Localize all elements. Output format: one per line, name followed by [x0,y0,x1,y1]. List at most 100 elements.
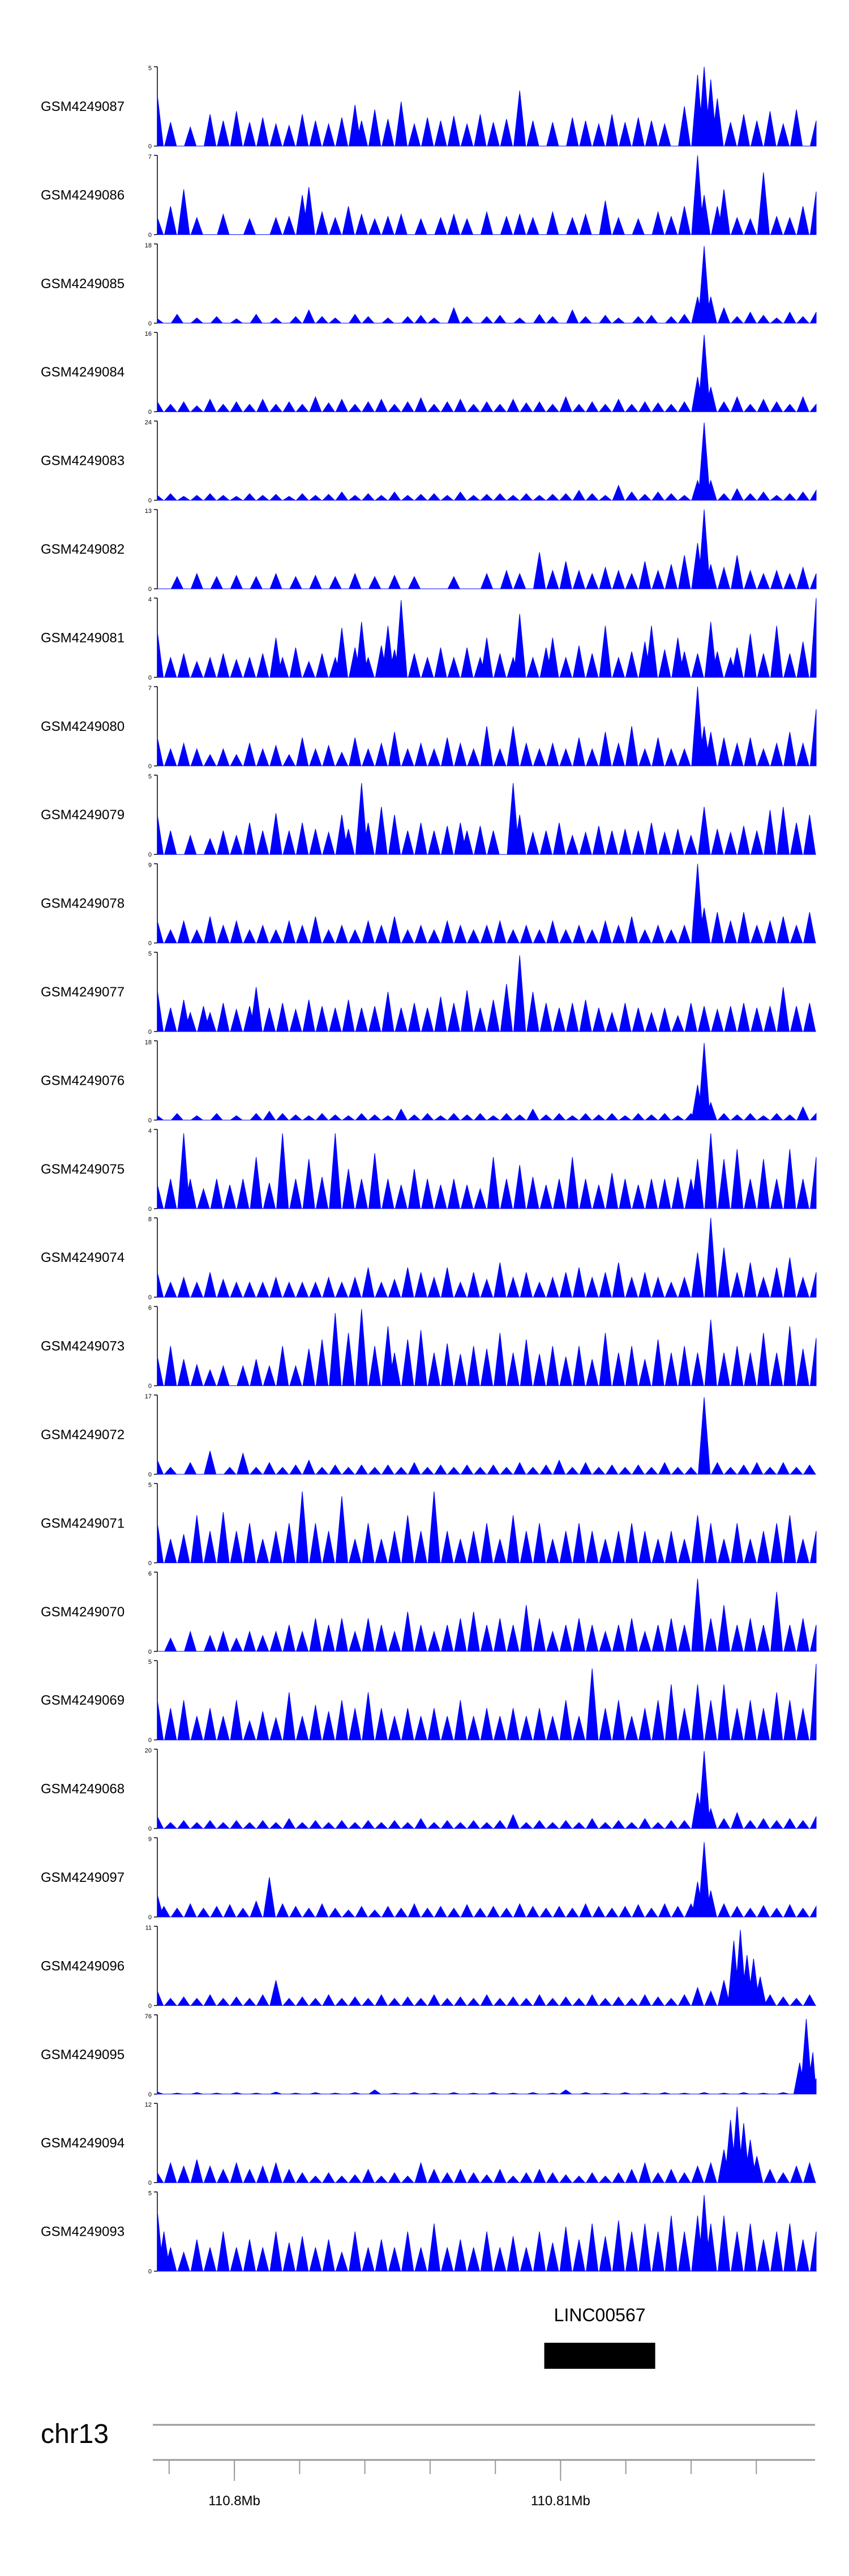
y-min-label: 0 [148,320,152,327]
signal-area [157,1397,816,1475]
signal-area [157,598,817,678]
signal-area [157,1043,817,1120]
signal-area [157,1133,817,1209]
y-max-label: 17 [145,1393,152,1400]
signal-area [157,2019,817,2095]
track: GSM4249087 5 0 [41,65,817,150]
tick-label: 110.81Mb [531,2493,590,2509]
track-label: GSM4249072 [41,1427,125,1443]
y-min-label: 0 [148,1914,152,1921]
track-label: GSM4249073 [41,1339,125,1354]
track: GSM4249074 8 0 [41,1216,817,1301]
track: GSM4249082 13 0 [41,508,817,593]
y-min-label: 0 [148,2180,152,2186]
y-min-label: 0 [148,1294,152,1301]
genome-axis: chr13 110.8Mb 110.81Mb [41,2419,815,2509]
track: GSM4249079 5 0 [41,773,816,858]
track: GSM4249085 18 0 [41,242,817,327]
track-label: GSM4249087 [41,99,125,114]
signal-area [157,2106,816,2183]
track-label: GSM4249068 [41,1782,125,1797]
signal-area [157,422,817,501]
track-label: GSM4249097 [41,1870,125,1885]
signal-area [157,335,817,412]
track-label: GSM4249074 [41,1250,125,1265]
track-label: GSM4249085 [41,276,125,292]
y-max-label: 5 [148,951,152,957]
signal-tracks: GSM424908750GSM424908670GSM4249085180GSM… [41,65,817,2275]
signal-area [157,155,817,235]
track-label: GSM4249081 [41,630,125,645]
signal-area [157,1842,817,1918]
signal-area [157,783,816,855]
y-max-label: 5 [148,2190,152,2197]
track-label: GSM4249075 [41,1162,125,1177]
track: GSM4249097 9 0 [41,1836,817,1921]
track: GSM4249094 12 0 [41,2102,816,2186]
track: GSM4249070 6 0 [41,1571,817,1655]
track: GSM4249093 5 0 [41,2190,817,2275]
y-max-label: 5 [148,773,152,780]
y-max-label: 24 [145,420,152,426]
y-min-label: 0 [148,1029,152,1035]
track-label: GSM4249077 [41,985,125,1000]
y-max-label: 9 [148,862,152,869]
signal-area [157,1218,817,1298]
track: GSM4249069 5 0 [41,1659,817,1744]
y-min-label: 0 [148,851,152,858]
chromosome-label: chr13 [41,2419,109,2449]
y-min-label: 0 [148,1206,152,1213]
y-max-label: 18 [145,1039,152,1046]
gene-label: LINC00567 [554,2305,646,2325]
y-max-label: 5 [148,65,152,72]
signal-area [157,1309,817,1387]
y-max-label: 5 [148,1659,152,1666]
y-min-label: 0 [148,1649,152,1655]
track-label: GSM4249070 [41,1604,125,1620]
y-min-label: 0 [148,1383,152,1390]
signal-area [157,1491,817,1563]
signal-area [157,1578,817,1652]
y-max-label: 16 [145,331,152,337]
y-min-label: 0 [148,2002,152,2009]
y-min-label: 0 [148,674,152,681]
gene-track: LINC00567 [544,2305,655,2369]
track-label: GSM4249094 [41,2136,125,2151]
y-min-label: 0 [148,2269,152,2275]
signal-area [157,1663,817,1740]
track-label: GSM4249076 [41,1073,125,1088]
track-label: GSM4249080 [41,719,125,734]
y-max-label: 13 [145,508,152,515]
track: GSM4249075 4 0 [41,1128,817,1213]
y-max-label: 6 [148,1305,152,1312]
y-min-label: 0 [148,232,152,238]
y-max-label: 8 [148,1216,152,1223]
y-max-label: 4 [148,596,152,603]
track-label: GSM4249093 [41,2224,125,2240]
y-min-label: 0 [148,586,152,593]
y-min-label: 0 [148,143,152,150]
track-label: GSM4249071 [41,1516,125,1531]
y-min-label: 0 [148,940,152,947]
track: GSM4249072 17 0 [41,1393,816,1478]
y-min-label: 0 [148,2091,152,2098]
signal-area [157,1751,817,1829]
y-min-label: 0 [148,1826,152,1833]
signal-area [157,2195,817,2272]
y-max-label: 76 [145,2013,152,2020]
track: GSM4249073 6 0 [41,1305,817,1390]
y-max-label: 7 [148,685,152,692]
track: GSM4249095 76 0 [41,2013,817,2098]
track: GSM4249096 11 0 [41,1924,816,2009]
y-min-label: 0 [148,498,152,504]
y-max-label: 4 [148,1128,152,1135]
track: GSM4249084 16 0 [41,331,817,416]
track-label: GSM4249082 [41,542,125,557]
track-label: GSM4249086 [41,187,125,203]
y-max-label: 5 [148,1482,152,1488]
y-min-label: 0 [148,1117,152,1124]
track: GSM4249068 20 0 [41,1748,817,1833]
signal-area [157,66,817,147]
track-label: GSM4249079 [41,807,125,823]
